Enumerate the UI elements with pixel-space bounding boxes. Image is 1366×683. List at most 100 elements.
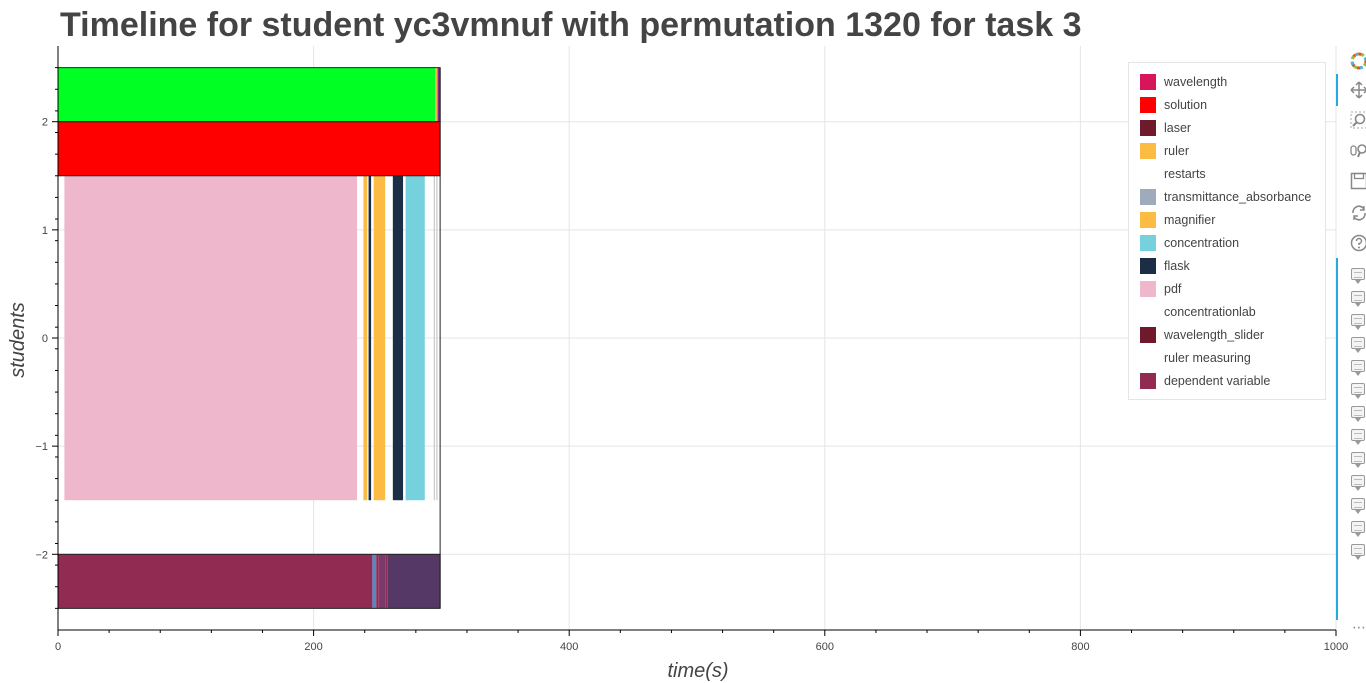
legend: wavelength solution laser ruler restarts tran…	[1128, 62, 1326, 400]
hover-tool-icon[interactable]	[1351, 291, 1365, 307]
legend-item[interactable]: restarts	[1140, 162, 1325, 185]
hover-tool-icon[interactable]	[1351, 521, 1365, 537]
timeline-segment	[64, 175, 358, 501]
legend-swatch	[1140, 119, 1156, 136]
legend-swatch	[1140, 73, 1156, 90]
axes: 0 200 400 600 800 1000 −2 −1 0 1 2	[35, 46, 1348, 653]
y-tick-label: 0	[42, 333, 48, 345]
legend-item[interactable]: ruler	[1140, 139, 1325, 162]
hover-tool-icon[interactable]	[1351, 544, 1365, 560]
legend-swatch	[1140, 280, 1156, 297]
save-icon[interactable]	[1350, 172, 1366, 190]
legend-item[interactable]: ruler measuring	[1140, 346, 1325, 369]
hover-tool-icon[interactable]	[1351, 268, 1365, 284]
timeline-segment	[368, 175, 372, 501]
hover-tool-icon[interactable]	[1351, 383, 1365, 399]
legend-item[interactable]: wavelength_slider	[1140, 323, 1325, 346]
hover-tool-icon[interactable]	[1351, 360, 1365, 376]
x-tick-label: 0	[55, 641, 61, 653]
toolbar: ⋯	[1336, 44, 1366, 644]
legend-item[interactable]: concentrationlab	[1140, 300, 1325, 323]
x-tick-label: 400	[560, 641, 578, 653]
legend-label: ruler	[1164, 143, 1190, 158]
y-tick-label: 1	[42, 225, 48, 237]
legend-label: pdf	[1164, 281, 1182, 296]
pan-icon[interactable]	[1350, 81, 1366, 99]
legend-item[interactable]: solution	[1140, 93, 1325, 116]
hover-tool-icon[interactable]	[1351, 406, 1365, 422]
legend-swatch	[1140, 211, 1156, 228]
timeline-bars	[57, 67, 441, 609]
legend-swatch	[1140, 303, 1156, 320]
legend-label: magnifier	[1164, 212, 1216, 227]
legend-item[interactable]: transmittance_absorbance	[1140, 185, 1325, 208]
legend-item[interactable]: magnifier	[1140, 208, 1325, 231]
timeline-segment	[437, 67, 441, 122]
timeline-segment	[363, 175, 368, 501]
timeline-segment	[378, 554, 386, 609]
legend-item[interactable]: dependent variable	[1140, 369, 1325, 392]
help-icon[interactable]	[1350, 234, 1366, 252]
timeline-segment	[58, 67, 436, 122]
legend-label: concentration	[1164, 235, 1240, 250]
legend-swatch	[1140, 142, 1156, 159]
legend-item[interactable]: wavelength	[1140, 70, 1325, 93]
legend-item[interactable]: flask	[1140, 254, 1325, 277]
y-tick-label: 2	[42, 117, 48, 129]
legend-label: wavelength	[1164, 74, 1228, 89]
hover-tool-icon[interactable]	[1351, 314, 1365, 330]
hover-tool-icon[interactable]	[1351, 452, 1365, 468]
legend-item[interactable]: laser	[1140, 116, 1325, 139]
legend-label: flask	[1164, 258, 1190, 273]
timeline-segment	[387, 554, 441, 609]
timeline-segment	[392, 175, 404, 501]
legend-swatch	[1140, 349, 1156, 366]
timeline-segment	[58, 554, 373, 609]
timeline-segment	[405, 175, 425, 501]
hover-tool-icon[interactable]	[1351, 337, 1365, 353]
wheel-zoom-icon[interactable]	[1350, 142, 1366, 160]
legend-swatch	[1140, 372, 1156, 389]
x-tick-label: 200	[304, 641, 322, 653]
reset-icon[interactable]	[1350, 204, 1366, 222]
legend-swatch	[1140, 96, 1156, 113]
timeline-segment	[372, 554, 377, 609]
x-axis-label: time(s)	[667, 660, 728, 682]
toolbar-active-indicator	[1336, 258, 1338, 620]
legend-label: dependent variable	[1164, 373, 1271, 388]
legend-label: transmittance_absorbance	[1164, 189, 1312, 204]
legend-swatch	[1140, 234, 1156, 251]
x-tick-label: 1000	[1324, 641, 1348, 653]
legend-label: ruler measuring	[1164, 350, 1251, 365]
hover-tool-icon[interactable]	[1351, 429, 1365, 445]
legend-swatch	[1140, 326, 1156, 343]
timeline-segment	[433, 175, 436, 501]
legend-label: wavelength_slider	[1164, 327, 1265, 342]
legend-item[interactable]: pdf	[1140, 277, 1325, 300]
hover-tool-icon[interactable]	[1351, 475, 1365, 491]
legend-label: laser	[1164, 120, 1192, 135]
timeline-segment	[436, 175, 438, 501]
x-tick-label: 600	[816, 641, 834, 653]
timeline-segment	[373, 175, 386, 501]
y-axis-label: students	[7, 302, 29, 378]
y-tick-label: −1	[35, 441, 48, 453]
legend-swatch	[1140, 188, 1156, 205]
toolbar-more-icon[interactable]: ⋯	[1352, 618, 1366, 635]
bokeh-logo-icon[interactable]	[1350, 52, 1366, 70]
y-tick-label: −2	[35, 549, 48, 561]
timeline-segment	[58, 121, 441, 176]
legend-label: concentrationlab	[1164, 304, 1256, 319]
legend-item[interactable]: concentration	[1140, 231, 1325, 254]
legend-label: restarts	[1164, 166, 1206, 181]
timeline-segment	[385, 554, 388, 609]
box-zoom-icon[interactable]	[1350, 111, 1366, 129]
toolbar-active-indicator	[1336, 74, 1338, 106]
legend-label: solution	[1164, 97, 1208, 112]
legend-swatch	[1140, 257, 1156, 274]
hover-tool-icon[interactable]	[1351, 498, 1365, 514]
chart-title: Timeline for student yc3vmnuf with permu…	[60, 6, 1082, 44]
timeline-segment	[376, 554, 379, 609]
timeline-segment	[435, 67, 438, 122]
